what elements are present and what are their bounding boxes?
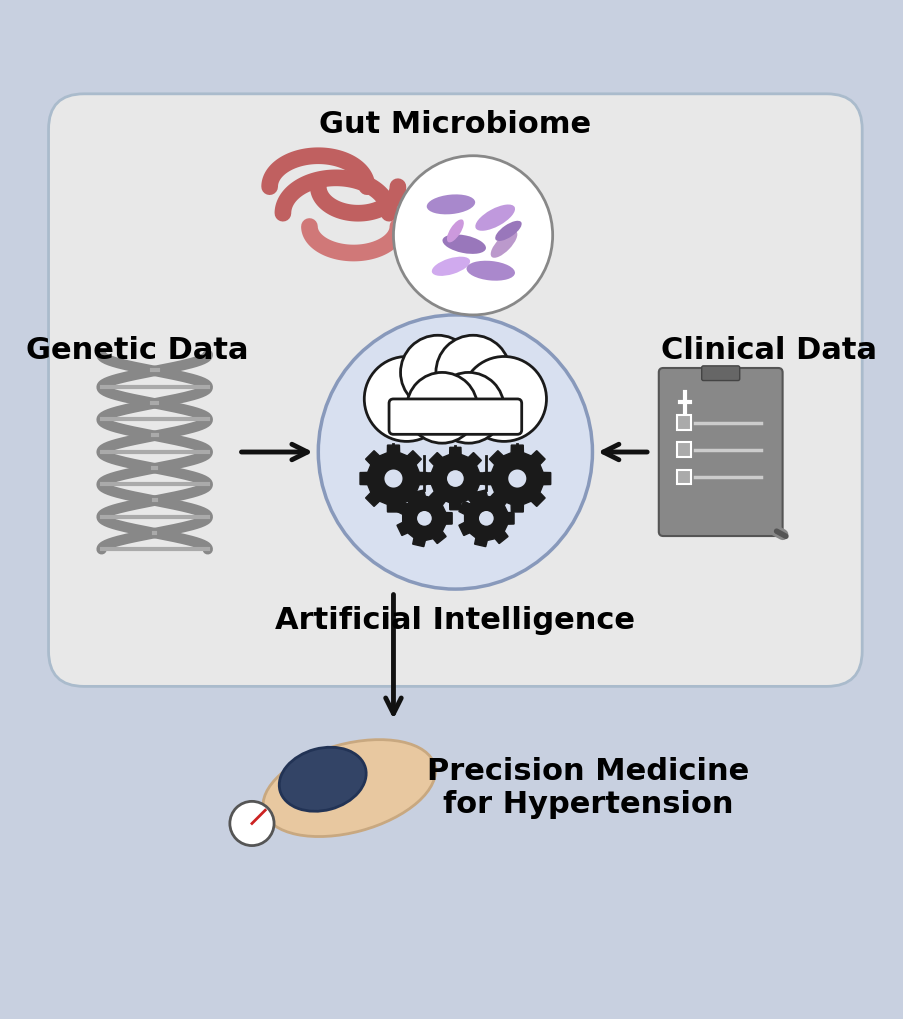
Ellipse shape bbox=[466, 261, 515, 280]
Text: Genetic Data: Genetic Data bbox=[25, 336, 248, 365]
Circle shape bbox=[507, 469, 526, 489]
FancyBboxPatch shape bbox=[676, 442, 691, 457]
Circle shape bbox=[433, 372, 504, 443]
Ellipse shape bbox=[442, 234, 486, 254]
Text: Clinical Data: Clinical Data bbox=[661, 336, 877, 365]
Polygon shape bbox=[483, 445, 550, 512]
Circle shape bbox=[445, 469, 464, 488]
Ellipse shape bbox=[279, 747, 366, 811]
Ellipse shape bbox=[490, 230, 517, 258]
Polygon shape bbox=[424, 447, 486, 510]
Circle shape bbox=[364, 357, 449, 441]
Ellipse shape bbox=[263, 740, 435, 837]
Circle shape bbox=[415, 510, 433, 527]
Circle shape bbox=[406, 372, 477, 443]
Text: Gut Microbiome: Gut Microbiome bbox=[319, 110, 591, 140]
Ellipse shape bbox=[432, 257, 470, 276]
Circle shape bbox=[229, 801, 274, 846]
Circle shape bbox=[478, 510, 494, 527]
Circle shape bbox=[318, 315, 591, 589]
Circle shape bbox=[400, 335, 474, 410]
FancyBboxPatch shape bbox=[388, 399, 521, 434]
Ellipse shape bbox=[495, 221, 521, 242]
Circle shape bbox=[393, 156, 552, 315]
FancyBboxPatch shape bbox=[49, 94, 861, 687]
FancyBboxPatch shape bbox=[676, 416, 691, 430]
Ellipse shape bbox=[446, 219, 463, 243]
Circle shape bbox=[461, 357, 546, 441]
Polygon shape bbox=[396, 490, 452, 546]
Polygon shape bbox=[459, 490, 514, 546]
Text: Precision Medicine
for Hypertension: Precision Medicine for Hypertension bbox=[426, 757, 749, 819]
Circle shape bbox=[435, 335, 509, 410]
Ellipse shape bbox=[475, 205, 515, 230]
Polygon shape bbox=[359, 445, 426, 512]
Ellipse shape bbox=[426, 195, 475, 214]
Circle shape bbox=[383, 469, 403, 489]
Text: Artificial Intelligence: Artificial Intelligence bbox=[275, 605, 635, 635]
FancyBboxPatch shape bbox=[676, 470, 691, 484]
FancyBboxPatch shape bbox=[658, 368, 782, 536]
FancyBboxPatch shape bbox=[701, 366, 739, 380]
